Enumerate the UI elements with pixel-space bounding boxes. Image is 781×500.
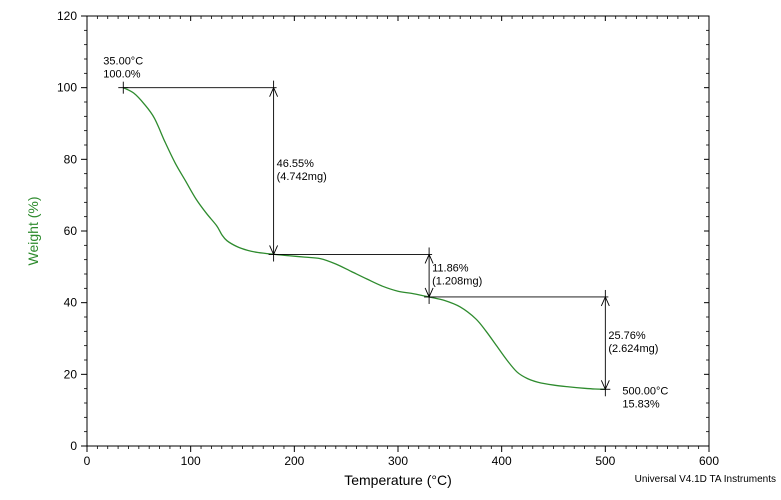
y-axis-label: Weight (%) bbox=[25, 197, 41, 266]
step-mass-label: (1.208mg) bbox=[432, 276, 482, 288]
x-tick-label: 100 bbox=[181, 454, 201, 468]
y-tick-label: 120 bbox=[57, 9, 77, 23]
step-mass-label: (4.742mg) bbox=[277, 171, 327, 183]
start-weight-label: 100.0% bbox=[103, 69, 141, 81]
step-arrow-down bbox=[600, 380, 610, 391]
x-tick-label: 0 bbox=[84, 454, 91, 468]
plot-frame bbox=[86, 15, 710, 447]
end-temp-label: 500.00°C bbox=[622, 385, 668, 397]
step-percent-label: 46.55% bbox=[277, 158, 315, 170]
end-weight-label: 15.83% bbox=[622, 398, 660, 410]
x-tick-label: 200 bbox=[284, 454, 304, 468]
step-arrow-up bbox=[600, 295, 610, 307]
curve-layer bbox=[122, 87, 606, 390]
weight-curve bbox=[122, 87, 606, 390]
x-tick-label: 500 bbox=[595, 454, 615, 468]
start-temp-label: 35.00°C bbox=[103, 56, 143, 68]
x-tick-label: 400 bbox=[492, 454, 512, 468]
y-tick-label: 60 bbox=[64, 224, 78, 238]
step-arrow-up bbox=[424, 253, 434, 264]
y-tick-label: 20 bbox=[64, 367, 78, 381]
y-tick-label: 100 bbox=[57, 81, 77, 95]
step-percent-label: 25.76% bbox=[608, 330, 646, 342]
y-tick-label: 40 bbox=[64, 296, 78, 310]
step-arrow-up bbox=[269, 86, 279, 97]
footer-label: Universal V4.1D TA Instruments bbox=[635, 474, 776, 485]
annotation-layer: 46.55%(4.742mg) 11.86%(1.208mg) 25.76%(2.6… bbox=[103, 56, 668, 411]
step-percent-label: 11.86% bbox=[432, 263, 469, 275]
x-tick-label: 600 bbox=[699, 454, 719, 468]
x-tick-label: 300 bbox=[388, 454, 408, 468]
x-axis-label: Temperature (°C) bbox=[344, 472, 452, 488]
step-mass-label: (2.624mg) bbox=[608, 343, 658, 355]
axes: 0 100 200 300 400 500 600 0 20 40 60 80 100 120 bbox=[57, 9, 719, 468]
y-tick-label: 0 bbox=[70, 439, 77, 453]
y-tick-label: 80 bbox=[64, 152, 78, 166]
